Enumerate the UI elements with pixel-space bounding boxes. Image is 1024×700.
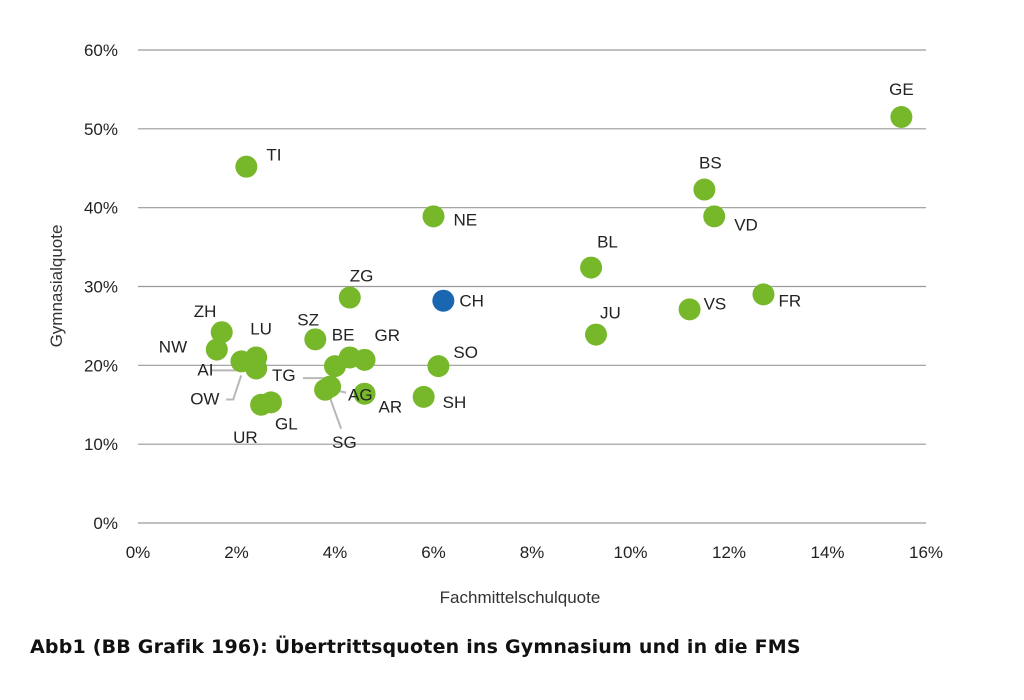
point-label-ai: AI <box>197 360 213 379</box>
point-label-zh: ZH <box>194 302 217 321</box>
point-label-so: SO <box>453 343 478 362</box>
point-sz <box>304 328 327 351</box>
point-label-gl: GL <box>275 414 298 433</box>
point-labels: GE TI BS VD NE BL FR ZG CH VS ZH JU SZ NW LU BE GR AI OW SO… <box>159 80 914 452</box>
data-points <box>205 106 913 416</box>
y-tick-labels: 0% 10% 20% 30% 40% 50% 60% <box>84 41 118 533</box>
point-label-vs: VS <box>704 294 727 313</box>
y-axis-label: Gymnasialquote <box>47 225 66 348</box>
x-axis-label: Fachmittelschulquote <box>440 588 601 607</box>
point-ti <box>235 155 258 178</box>
x-tick-label: 2% <box>224 543 249 562</box>
point-label-bl: BL <box>597 233 618 252</box>
point-fr <box>752 283 775 306</box>
point-label-bs: BS <box>699 154 722 173</box>
point-ch <box>432 289 455 312</box>
y-tick-label: 40% <box>84 199 118 218</box>
point-label-sz: SZ <box>297 310 319 329</box>
point-ow <box>245 357 268 380</box>
scatter-chart: 0% 10% 20% 30% 40% 50% 60% 0% 2% 4% 6% 8% 10% 12% 14%… <box>47 41 943 607</box>
point-label-tg: TG <box>272 366 296 385</box>
figure-caption: Abb1 (BB Grafik 196): Übertrittsquoten i… <box>30 636 801 658</box>
point-bs <box>693 178 716 201</box>
x-tick-label: 16% <box>909 543 943 562</box>
point-label-lu: LU <box>250 319 272 338</box>
y-tick-label: 50% <box>84 120 118 139</box>
point-label-ar: AR <box>379 398 403 417</box>
y-tick-label: 10% <box>84 435 118 454</box>
point-tg <box>324 355 346 378</box>
gridlines <box>138 49 926 524</box>
x-tick-label: 12% <box>712 543 746 562</box>
y-tick-label: 20% <box>84 356 118 375</box>
x-tick-label: 4% <box>323 543 348 562</box>
point-ne <box>422 205 445 228</box>
point-label-ge: GE <box>889 80 914 99</box>
point-label-ch: CH <box>459 292 484 311</box>
y-tick-label: 30% <box>84 278 118 297</box>
x-tick-label: 14% <box>810 543 844 562</box>
point-label-ju: JU <box>600 304 621 323</box>
point-label-ne: NE <box>454 210 478 229</box>
point-label-gr: GR <box>375 326 401 345</box>
point-bl <box>580 256 603 279</box>
point-gr <box>353 348 376 371</box>
leader-line-ow <box>226 375 243 401</box>
point-label-sh: SH <box>443 393 467 412</box>
point-ju <box>585 323 608 346</box>
point-sg <box>314 378 337 401</box>
x-tick-label: 10% <box>613 543 647 562</box>
point-so <box>427 355 450 378</box>
point-label-ag: AG <box>348 386 373 405</box>
point-sh <box>412 385 435 408</box>
point-label-sg: SG <box>332 433 357 452</box>
point-label-ur: UR <box>233 428 258 447</box>
point-ge <box>890 106 913 129</box>
point-zg <box>338 286 361 309</box>
point-ur <box>250 393 273 416</box>
point-label-ow: OW <box>190 389 219 408</box>
point-nw <box>205 338 228 361</box>
x-tick-labels: 0% 2% 4% 6% 8% 10% 12% 14% 16% <box>126 543 943 562</box>
point-zh <box>210 321 233 344</box>
point-label-vd: VD <box>734 215 758 234</box>
point-vd <box>703 205 726 228</box>
point-label-ti: TI <box>266 146 281 165</box>
y-tick-label: 60% <box>84 41 118 60</box>
x-tick-label: 0% <box>126 543 151 562</box>
y-tick-label: 0% <box>93 514 118 533</box>
point-label-zg: ZG <box>350 267 374 286</box>
point-ar <box>353 382 376 405</box>
x-tick-label: 8% <box>520 543 545 562</box>
point-label-nw: NW <box>159 338 187 357</box>
point-label-be: BE <box>332 325 355 344</box>
x-tick-label: 6% <box>421 543 446 562</box>
point-vs <box>678 298 701 321</box>
point-label-fr: FR <box>778 291 801 310</box>
